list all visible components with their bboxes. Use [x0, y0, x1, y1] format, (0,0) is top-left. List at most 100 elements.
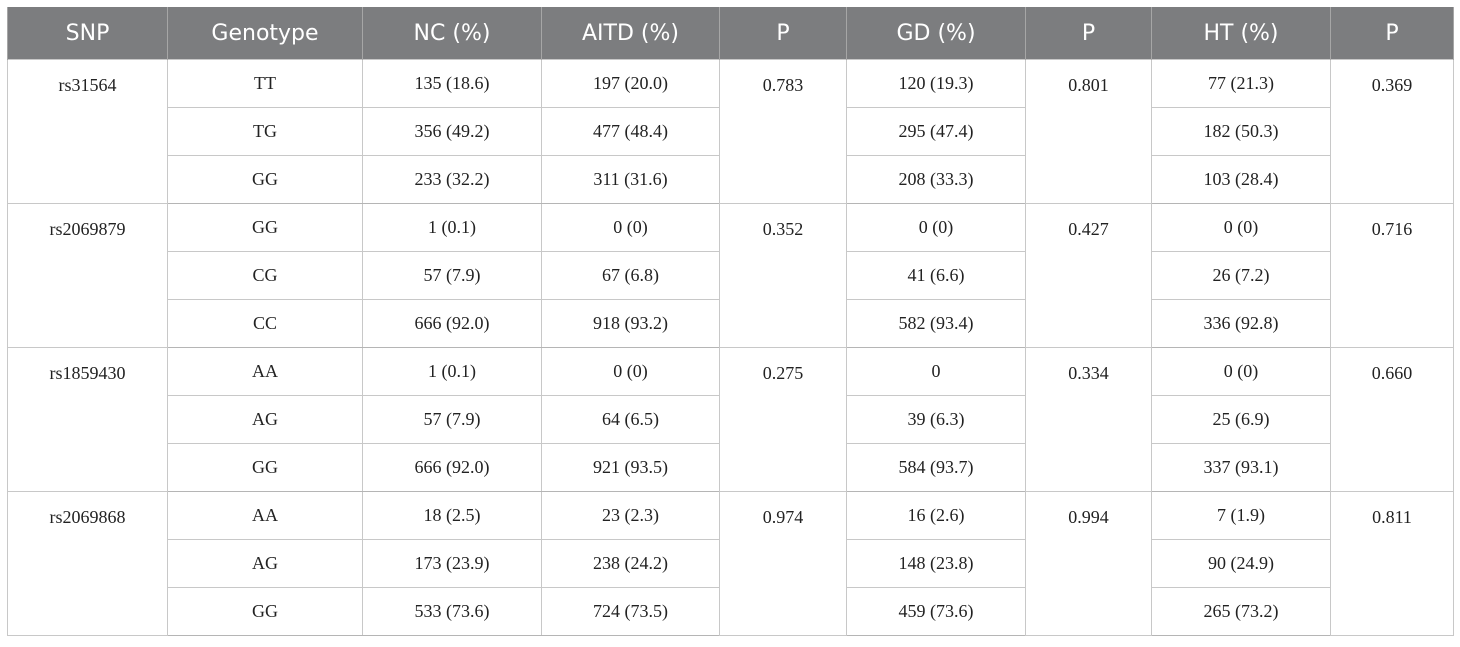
nc-cell: 135 (18.6) — [362, 59, 542, 108]
gd-cell: 148 (23.8) — [846, 539, 1026, 588]
gd-cell: 295 (47.4) — [846, 107, 1026, 156]
nc-cell: 18 (2.5) — [362, 491, 542, 540]
table-row: rs1859430 AA 1 (0.1) 0 (0) 0.275 0 0.334… — [7, 347, 1454, 492]
ht-cell: 265 (73.2) — [1151, 587, 1331, 636]
gd-cell: 208 (33.3) — [846, 155, 1026, 204]
table-row: rs31564 TT 135 (18.6) 197 (20.0) 0.783 1… — [7, 59, 1454, 204]
aitd-cell: 921 (93.5) — [541, 443, 720, 492]
genotype-cell: TT — [167, 59, 363, 108]
snp-cell: rs1859430 — [7, 347, 168, 492]
ht-cell: 77 (21.3) — [1151, 59, 1331, 108]
ht-cell: 0 (0) — [1151, 347, 1331, 396]
p-gd-cell: 0.334 — [1025, 347, 1152, 492]
p-gd-cell: 0.801 — [1025, 59, 1152, 204]
genotype-cell: CG — [167, 251, 363, 300]
snp-cell: rs2069879 — [7, 203, 168, 348]
aitd-cell: 477 (48.4) — [541, 107, 720, 156]
aitd-cell: 23 (2.3) — [541, 491, 720, 540]
genotype-cell: CC — [167, 299, 363, 348]
header-p-ht: P — [1330, 7, 1454, 60]
aitd-cell: 0 (0) — [541, 347, 720, 396]
nc-cell: 666 (92.0) — [362, 299, 542, 348]
table-row: AG 57 (7.9) 64 (6.5) 39 (6.3) 25 (6.9) — [8, 395, 1454, 444]
gd-cell: 41 (6.6) — [846, 251, 1026, 300]
header-nc: NC (%) — [362, 7, 542, 60]
gd-cell: 0 — [846, 347, 1026, 396]
p-aitd-cell: 0.352 — [719, 203, 847, 348]
table-row: TG 356 (49.2) 477 (48.4) 295 (47.4) 182 … — [8, 107, 1454, 156]
p-ht-cell: 0.716 — [1330, 203, 1454, 348]
nc-cell: 666 (92.0) — [362, 443, 542, 492]
gd-cell: 39 (6.3) — [846, 395, 1026, 444]
ht-cell: 337 (93.1) — [1151, 443, 1331, 492]
genotype-cell: AG — [167, 539, 363, 588]
gd-cell: 459 (73.6) — [846, 587, 1026, 636]
p-aitd-cell: 0.275 — [719, 347, 847, 492]
nc-cell: 57 (7.9) — [362, 395, 542, 444]
table-row: rs2069879 GG 1 (0.1) 0 (0) 0.352 0 (0) 0… — [7, 203, 1454, 348]
p-aitd-cell: 0.783 — [719, 59, 847, 204]
gd-cell: 582 (93.4) — [846, 299, 1026, 348]
aitd-cell: 724 (73.5) — [541, 587, 720, 636]
p-gd-cell: 0.427 — [1025, 203, 1152, 348]
genotype-cell: AA — [167, 491, 363, 540]
ht-cell: 90 (24.9) — [1151, 539, 1331, 588]
header-snp: SNP — [7, 7, 168, 60]
p-ht-cell: 0.369 — [1330, 59, 1454, 204]
snp-cell: rs31564 — [7, 59, 168, 204]
table-row: CG 57 (7.9) 67 (6.8) 41 (6.6) 26 (7.2) — [8, 251, 1454, 300]
genotype-cell: AG — [167, 395, 363, 444]
snp-cell: rs2069868 — [7, 491, 168, 636]
genotype-cell: AA — [167, 347, 363, 396]
p-gd-cell: 0.994 — [1025, 491, 1152, 636]
genotype-cell: GG — [167, 443, 363, 492]
genotype-cell: GG — [167, 203, 363, 252]
genotype-cell: TG — [167, 107, 363, 156]
aitd-cell: 197 (20.0) — [541, 59, 720, 108]
header-gd: GD (%) — [846, 7, 1026, 60]
nc-cell: 1 (0.1) — [362, 203, 542, 252]
ht-cell: 7 (1.9) — [1151, 491, 1331, 540]
header-ht: HT (%) — [1151, 7, 1331, 60]
header-p-aitd: P — [719, 7, 847, 60]
table-row: CC 666 (92.0) 918 (93.2) 582 (93.4) 336 … — [8, 299, 1454, 348]
table-row: rs2069868 AA 18 (2.5) 23 (2.3) 0.974 16 … — [7, 491, 1454, 636]
table-row: GG 666 (92.0) 921 (93.5) 584 (93.7) 337 … — [8, 443, 1454, 492]
nc-cell: 57 (7.9) — [362, 251, 542, 300]
aitd-cell: 238 (24.2) — [541, 539, 720, 588]
header-row: SNP Genotype NC (%) AITD (%) P GD (%) P … — [7, 7, 1454, 60]
ht-cell: 0 (0) — [1151, 203, 1331, 252]
header-p-gd: P — [1025, 7, 1152, 60]
header-genotype: Genotype — [167, 7, 363, 60]
table-row: GG 233 (32.2) 311 (31.6) 208 (33.3) 103 … — [8, 155, 1454, 204]
gd-cell: 120 (19.3) — [846, 59, 1026, 108]
aitd-cell: 311 (31.6) — [541, 155, 720, 204]
nc-cell: 533 (73.6) — [362, 587, 542, 636]
gd-cell: 0 (0) — [846, 203, 1026, 252]
ht-cell: 182 (50.3) — [1151, 107, 1331, 156]
genotype-cell: GG — [167, 587, 363, 636]
p-ht-cell: 0.660 — [1330, 347, 1454, 492]
aitd-cell: 67 (6.8) — [541, 251, 720, 300]
genotype-cell: GG — [167, 155, 363, 204]
aitd-cell: 64 (6.5) — [541, 395, 720, 444]
p-ht-cell: 0.811 — [1330, 491, 1454, 636]
aitd-cell: 0 (0) — [541, 203, 720, 252]
gd-cell: 16 (2.6) — [846, 491, 1026, 540]
table-row: GG 533 (73.6) 724 (73.5) 459 (73.6) 265 … — [8, 587, 1454, 636]
p-aitd-cell: 0.974 — [719, 491, 847, 636]
ht-cell: 336 (92.8) — [1151, 299, 1331, 348]
table-body: rs31564 TT 135 (18.6) 197 (20.0) 0.783 1… — [7, 59, 1454, 636]
genotype-table: SNP Genotype NC (%) AITD (%) P GD (%) P … — [7, 7, 1454, 636]
ht-cell: 25 (6.9) — [1151, 395, 1331, 444]
nc-cell: 173 (23.9) — [362, 539, 542, 588]
nc-cell: 233 (32.2) — [362, 155, 542, 204]
gd-cell: 584 (93.7) — [846, 443, 1026, 492]
nc-cell: 1 (0.1) — [362, 347, 542, 396]
header-aitd: AITD (%) — [541, 7, 720, 60]
aitd-cell: 918 (93.2) — [541, 299, 720, 348]
ht-cell: 103 (28.4) — [1151, 155, 1331, 204]
ht-cell: 26 (7.2) — [1151, 251, 1331, 300]
table-header: SNP Genotype NC (%) AITD (%) P GD (%) P … — [7, 7, 1454, 60]
nc-cell: 356 (49.2) — [362, 107, 542, 156]
